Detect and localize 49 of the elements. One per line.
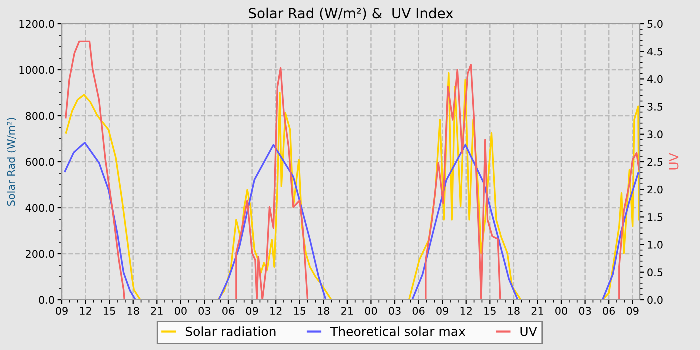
x-tick-label: 03: [579, 307, 592, 316]
x-tick-label: 09: [626, 307, 639, 316]
x-tick-label: 15: [294, 307, 306, 316]
legend-label: Solar radiation: [186, 326, 276, 336]
y2-tick-label: 3.0: [648, 130, 663, 139]
y2-tick-label: 1.0: [648, 241, 663, 249]
y-tick-label: 1000.0: [20, 66, 54, 74]
x-tick-label: 03: [389, 307, 401, 316]
x-tick-label: 00: [556, 307, 568, 316]
x-tick-label: 12: [270, 307, 282, 315]
y2-tick-label: 3.5: [648, 103, 663, 111]
y2-tick-label: 5.0: [648, 20, 663, 28]
y2-tick-label: 4.0: [647, 75, 663, 84]
y-tick-label: 800.0: [26, 112, 54, 120]
y2-tick-label: 0.0: [648, 296, 663, 304]
x-tick-label: 21: [151, 307, 163, 315]
y-tick-label: 400.0: [26, 204, 54, 212]
x-tick-label: 09: [56, 307, 68, 316]
x-tick-label: 06: [412, 307, 425, 316]
x-tick-label: 00: [365, 307, 378, 316]
chart-title: Solar Rad (W/m²) & UV Index: [249, 8, 454, 20]
x-tick-label: 15: [484, 307, 496, 316]
x-tick-label: 12: [460, 307, 472, 315]
legend-label: UV: [520, 327, 538, 336]
y2-tick-label: 0.5: [648, 268, 663, 277]
x-tick-label: 00: [174, 307, 187, 316]
y-tick-label: 0.0: [39, 296, 54, 304]
x-tick-label: 21: [532, 307, 544, 315]
x-tick-label: 21: [342, 307, 354, 315]
x-tick-label: 18: [508, 307, 520, 316]
y2-tick-label: 4.5: [647, 48, 663, 56]
y-tick-label: 1200.0: [20, 20, 54, 28]
x-tick-label: 12: [80, 307, 92, 315]
x-tick-label: 09: [246, 307, 258, 316]
y2-tick-label: 2.0: [648, 186, 663, 194]
y-axis-title: Solar Rad (W/m²): [7, 118, 16, 206]
y2-tick-label: 2.5: [648, 158, 663, 166]
x-tick-label: 18: [318, 307, 330, 316]
x-tick-label: 15: [104, 307, 116, 316]
x-tick-label: 03: [198, 307, 211, 316]
y-tick-label: 200.0: [26, 250, 54, 258]
x-tick-label: 06: [603, 307, 616, 316]
y2-axis-title: UV: [669, 153, 679, 170]
legend-label: Theoretical solar max: [330, 326, 466, 336]
x-tick-label: 18: [128, 307, 140, 316]
x-tick-label: 06: [222, 307, 234, 316]
y2-tick-label: 1.5: [648, 214, 663, 222]
x-tick-label: 09: [436, 307, 448, 316]
y-tick-label: 600.0: [26, 158, 54, 166]
